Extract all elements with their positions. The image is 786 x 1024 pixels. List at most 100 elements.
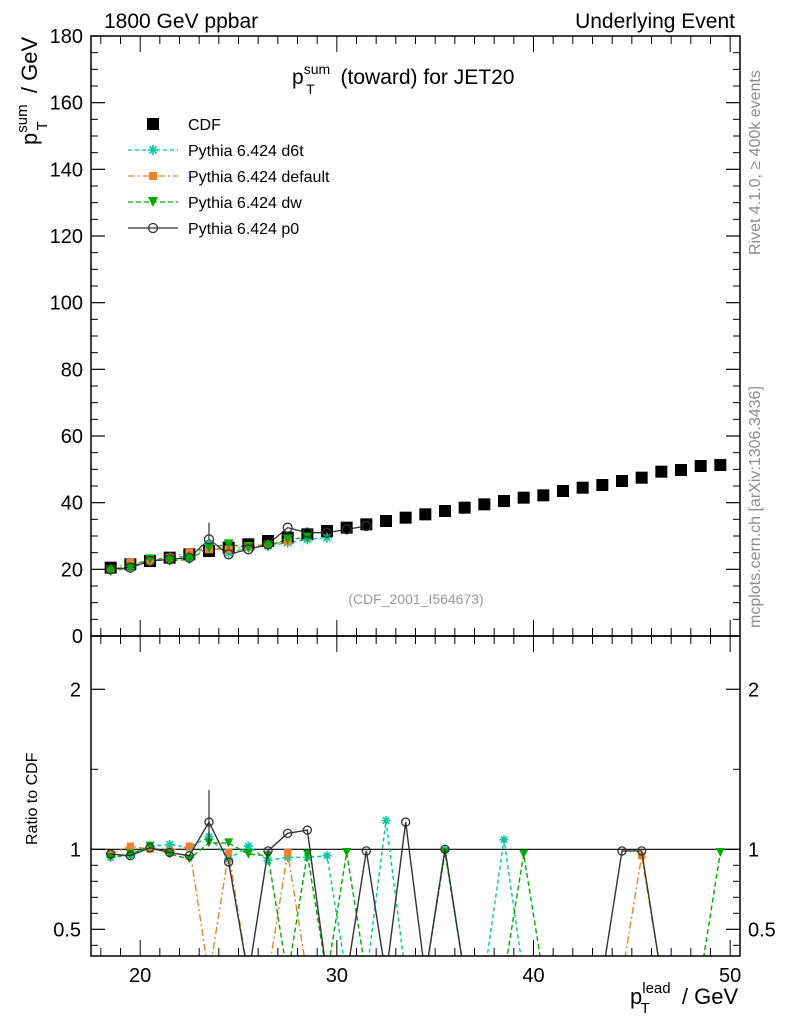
main-y-tick-label: 40: [61, 493, 83, 515]
ratio-axes: 20 30 40 50 0.5 0.5 1 1 2 2: [53, 636, 776, 987]
ratio-data-point: [617, 846, 627, 856]
main-data-point: [635, 471, 648, 484]
main-data-point: [262, 539, 274, 550]
ratio-data-point: [282, 828, 293, 839]
ratio-y-axis-label: Ratio to CDF: [24, 752, 41, 845]
main-data-point: [302, 527, 313, 538]
legend-marker: [147, 118, 159, 130]
x-axis-label: plead T / GeV: [630, 980, 738, 1017]
ratio-data-point: [126, 842, 134, 850]
main-data-point: [361, 520, 372, 532]
ratio-y-tick-label-right: 2: [748, 679, 759, 701]
main-data-point: [616, 475, 628, 487]
analysis-watermark: (CDF_2001_I564673): [348, 591, 483, 607]
ratio-y-tick-label-right: 1: [748, 839, 759, 861]
ratio-data-point: [381, 816, 391, 826]
x-tick-label: 20: [129, 965, 151, 987]
x-tick-label: 40: [522, 965, 544, 987]
main-series-line: [110, 540, 288, 570]
header-left: 1800 GeV ppbar: [104, 10, 258, 33]
ratio-data-point: [361, 846, 372, 856]
ratio-data-point: [224, 854, 234, 864]
ratio-y-tick-label: 0.5: [53, 919, 81, 941]
main-y-tick-label: 0: [72, 626, 83, 648]
ratio-data-point: [263, 851, 273, 861]
x-tick-label: 50: [719, 965, 741, 987]
main-data-point: [675, 464, 687, 476]
ratio-data-point: [284, 848, 292, 857]
ratio-data-point: [243, 849, 253, 859]
main-y-tick-label: 120: [50, 226, 83, 248]
rivet-note: Rivet 4.1.0, ≥ 400k events: [747, 70, 764, 255]
ratio-data-point: [225, 848, 233, 857]
ratio-data-point: [440, 844, 450, 855]
main-data-point: [714, 459, 727, 471]
main-data-point: [105, 564, 116, 575]
ratio-data-point: [165, 840, 175, 850]
ratio-y-tick-label: 1: [70, 839, 81, 861]
main-data-point: [360, 518, 373, 531]
ratio-series-line: [110, 820, 522, 956]
ratio-data-point: [263, 856, 273, 866]
main-series-line: [110, 537, 328, 570]
ratio-data-point: [125, 851, 136, 861]
ratio-data-point: [106, 852, 116, 862]
main-data-point: [341, 524, 352, 535]
main-data-marks: [104, 459, 727, 576]
main-y-tick-label: 60: [61, 426, 83, 448]
main-data-point: [223, 549, 234, 560]
main-data-point: [340, 521, 353, 534]
main-data-point: [243, 544, 254, 555]
ratio-data-point: [499, 835, 509, 845]
ratio-data-point: [638, 852, 646, 860]
main-data-point: [282, 534, 293, 545]
legend-marker: [148, 145, 158, 155]
main-data-point: [596, 479, 609, 491]
legend-marker: [149, 172, 157, 180]
main-title: psum T (toward) for JET20: [292, 61, 514, 97]
main-data-point: [184, 554, 195, 565]
main-data-point: [164, 556, 175, 566]
ratio-data-point: [283, 852, 293, 862]
main-data-point: [184, 552, 195, 563]
main-data-point: [223, 539, 234, 550]
main-axes: 0 20 40 60 80 100 120 140 160 180: [50, 26, 740, 648]
main-data-point: [144, 555, 156, 567]
main-data-point: [655, 465, 668, 478]
ratio-data-point: [322, 851, 332, 861]
ratio-data-point: [185, 842, 193, 850]
main-data-point: [164, 554, 175, 565]
ratio-data-point: [164, 847, 175, 858]
main-data-point: [125, 562, 136, 573]
legend-label: Pythia 6.424 default: [188, 169, 330, 186]
main-data-point: [263, 541, 273, 551]
main-y-tick-label: 100: [50, 293, 83, 315]
ratio-series-line: [110, 820, 659, 956]
main-data-point: [557, 485, 569, 497]
main-data-point: [694, 460, 707, 472]
legend-marker: [148, 197, 158, 207]
legend-marker: [147, 222, 159, 234]
ratio-data-point: [519, 849, 529, 859]
ratio-data-point: [342, 848, 352, 858]
main-data-point: [203, 534, 215, 545]
main-data-point: [419, 508, 432, 521]
main-y-tick-label: 20: [61, 559, 83, 581]
main-data-point: [498, 495, 510, 507]
main-data-point: [458, 501, 471, 514]
main-data-point: [105, 566, 116, 576]
legend-label: Pythia 6.424 p0: [188, 221, 299, 238]
ratio-data-point: [105, 849, 116, 859]
legend: CDF Pythia 6.424 d6t Pythia 6.424 default P…: [128, 117, 330, 238]
ratio-data-point: [224, 838, 234, 848]
ratio-frame: [90, 635, 741, 957]
ratio-data-point: [184, 851, 195, 861]
main-data-point: [204, 542, 214, 553]
main-data-point: [537, 489, 550, 502]
ratio-data-point: [243, 841, 253, 851]
main-data-point: [576, 481, 589, 494]
ratio-data-point: [400, 817, 411, 827]
main-y-axis-label: psum T / GeV: [14, 37, 51, 145]
legend-label: Pythia 6.424 d6t: [188, 143, 304, 160]
legend-label: Pythia 6.424 dw: [188, 195, 302, 212]
